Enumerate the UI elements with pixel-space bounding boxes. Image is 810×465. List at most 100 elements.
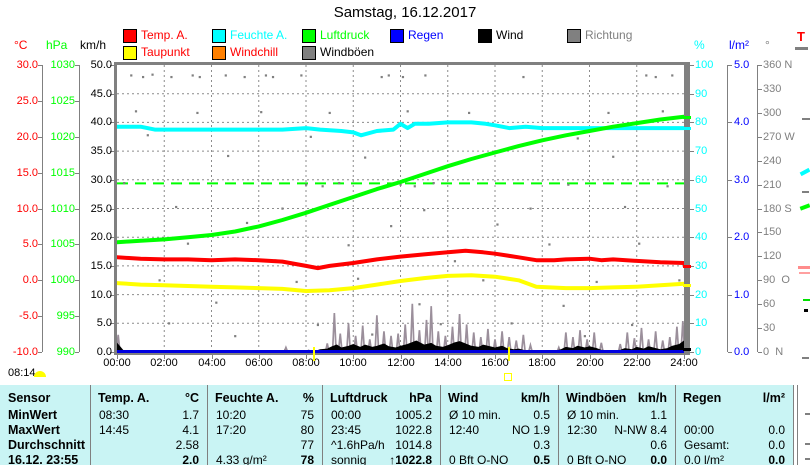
table-cell-left: 0 Bft O-NO <box>449 453 509 465</box>
clipped-next-panel-fragment <box>802 191 809 193</box>
axis-tick-windspeed <box>110 237 114 238</box>
legend-label-Luftdruck: Luftdruck <box>320 28 370 42</box>
table-cell-value: NO 1.9 <box>511 423 550 437</box>
axis-unit-direction: ° <box>765 38 770 52</box>
table-cell-left: 00:00 <box>331 408 362 422</box>
x-axis-tick <box>684 355 685 359</box>
axis-tick-humidity <box>690 122 694 123</box>
table-cell-value: 77 <box>300 438 314 452</box>
table-row-label: MinWert <box>8 408 58 422</box>
axis-tick-humidity <box>690 352 694 353</box>
axis-ticklabel-windspeed: 5.0 <box>96 317 112 329</box>
legend-swatch-Richtung <box>567 29 581 43</box>
clipped-next-panel-fragment <box>804 309 808 312</box>
clipped-next-panel-fragment <box>805 413 810 415</box>
table-header-name: Regen <box>683 391 722 405</box>
axis-tick-temp <box>38 173 42 174</box>
axis-ticklabel-windspeed: 25.0 <box>90 203 112 215</box>
clipped-next-panel-fragment <box>799 167 810 177</box>
x-axis-label: 18:00 <box>528 357 556 369</box>
axis-ticklabel-windspeed: 20.0 <box>90 231 112 243</box>
legend-swatch-Wind <box>478 29 492 43</box>
axis-tick-direction <box>758 209 762 210</box>
axis-tick-pressure <box>75 137 79 138</box>
clipped-next-panel-fragment <box>798 266 810 269</box>
table-cell-value: 80 <box>300 423 314 437</box>
table-cell-left: 00:00 <box>684 423 715 437</box>
axis-tick-rainaxis <box>728 352 732 353</box>
current-value-marker-pressure <box>683 116 691 119</box>
current-value-marker-dewpoint <box>683 284 691 287</box>
legend-swatch-Feuchte A. <box>212 29 226 43</box>
axis-ticklabel-pressure: 995 <box>56 310 75 322</box>
axis-unit-windspeed: km/h <box>80 38 107 52</box>
axis-tick-windspeed <box>110 65 114 66</box>
axis-ticklabel-temp: 10.0 <box>16 203 38 215</box>
table-header-name: Wind <box>448 391 479 405</box>
axis-line-temp <box>42 65 43 352</box>
axis-ticklabel-pressure: 1020 <box>50 131 75 143</box>
x-axis-label: 14:00 <box>434 357 462 369</box>
axis-tick-temp <box>38 280 42 281</box>
axis-ticklabel-windspeed: 35.0 <box>90 145 112 157</box>
table-cell-value: 0.3 <box>533 438 550 452</box>
axis-ticklabel-rainaxis: 2.0 <box>734 231 750 243</box>
axis-tick-temp <box>38 209 42 210</box>
axis-unit-humidity: % <box>694 38 705 52</box>
table-cell-value: 2.0 <box>182 453 199 465</box>
axis-tick-temp <box>38 316 42 317</box>
axis-ticklabel-temp: 20.0 <box>16 131 38 143</box>
axis-tick-pressure <box>75 173 79 174</box>
axis-tick-direction <box>758 352 762 353</box>
axis-ticklabel-direction: 120 <box>763 250 782 262</box>
axis-ticklabel-direction: 330 <box>763 83 782 95</box>
axis-ticklabel-pressure: 1005 <box>50 238 75 250</box>
axis-tick-temp <box>38 137 42 138</box>
axis-ticklabel-pressure: 990 <box>56 346 75 358</box>
table-cell-value: 4.1 <box>182 423 199 437</box>
x-axis-tick <box>164 355 165 359</box>
axis-ticklabel-humidity: 70 <box>695 145 708 157</box>
axis-tick-pressure <box>75 65 79 66</box>
table-cell-value: 1014.8 <box>395 438 432 452</box>
sunrise-marker <box>313 347 315 361</box>
axis-ticklabel-pressure: 1000 <box>50 274 75 286</box>
table-header-name: Temp. A. <box>98 391 150 405</box>
table-header-unit: hPa <box>409 391 432 405</box>
axis-line-direction <box>757 65 758 352</box>
table-cell-left: 4.33 g/m² <box>216 453 267 465</box>
axis-ticklabel-windspeed: 30.0 <box>90 174 112 186</box>
axis-ticklabel-windspeed: 40.0 <box>90 116 112 128</box>
table-cell-value: 78 <box>300 453 314 465</box>
table-cell-value: 2.58 <box>175 438 199 452</box>
table-cell-value: 1.1 <box>650 408 667 422</box>
table-cell-value: 0.0 <box>768 438 785 452</box>
table-cell-left: sonnig <box>331 453 367 465</box>
clipped-next-panel-fragment <box>795 47 808 50</box>
x-axis-label: 20:00 <box>576 357 604 369</box>
axis-tick-temp <box>38 65 42 66</box>
x-axis-tick <box>448 355 449 359</box>
x-axis-tick <box>495 355 496 359</box>
table-header-unit: l/m² <box>762 391 785 405</box>
axis-ticklabel-temp: 5.0 <box>22 238 38 250</box>
axis-ticklabel-direction: 270 W <box>763 131 795 143</box>
table-cell-left: ^1.6hPa/h <box>331 438 385 452</box>
axis-ticklabel-pressure: 1015 <box>50 167 75 179</box>
current-value-marker-temp <box>683 265 691 268</box>
table-cell-value: ↑1022.8 <box>389 453 432 465</box>
axis-tick-temp <box>38 244 42 245</box>
axis-ticklabel-direction: 240 <box>763 155 782 167</box>
plot-border-left <box>114 62 117 355</box>
axis-line-pressure <box>79 65 80 352</box>
x-axis-tick <box>637 355 638 359</box>
x-axis-label: 16:00 <box>481 357 509 369</box>
legend-label-Regen: Regen <box>408 28 444 42</box>
axis-tick-windspeed <box>110 352 114 353</box>
table-cell-left: 12:40 <box>449 423 480 437</box>
x-axis-label: 10:00 <box>339 357 367 369</box>
axis-ticklabel-direction: 180 S <box>763 203 792 215</box>
table-header-name: Windböen <box>566 391 627 405</box>
axis-tick-direction <box>758 113 762 114</box>
